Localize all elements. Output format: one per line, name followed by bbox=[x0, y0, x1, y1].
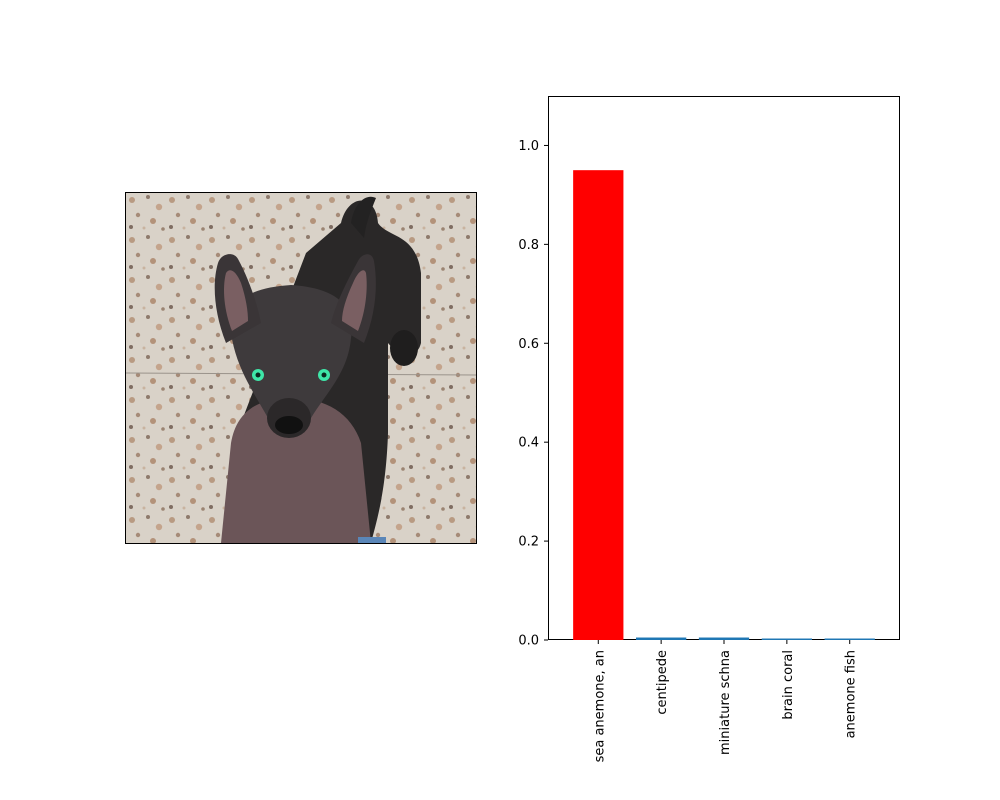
x-tick-label-3: brain coral bbox=[781, 650, 796, 720]
x-axis: sea anemone, an centipede miniature schna b… bbox=[592, 640, 859, 762]
x-tick-label-2: miniature schna bbox=[718, 650, 733, 755]
y-tick-label-5: 1.0 bbox=[518, 139, 539, 154]
dog-photo-icon bbox=[126, 193, 476, 543]
x-tick-label-1: centipede bbox=[655, 650, 670, 715]
bar-1 bbox=[636, 637, 687, 640]
y-tick-label-1: 0.2 bbox=[518, 535, 539, 550]
y-tick-label-0: 0.0 bbox=[518, 634, 539, 649]
y-axis: 0.0 0.2 0.4 0.6 0.8 1.0 bbox=[518, 139, 548, 649]
dog-photo bbox=[125, 192, 477, 544]
x-tick-label-4: anemone fish bbox=[844, 650, 859, 738]
y-tick-label-4: 0.8 bbox=[518, 238, 539, 253]
bar-2 bbox=[698, 637, 750, 640]
y-tick-label-3: 0.6 bbox=[518, 337, 539, 352]
bar-0 bbox=[573, 170, 624, 640]
bars-group bbox=[573, 170, 875, 640]
x-tick-label-0: sea anemone, an bbox=[592, 650, 607, 762]
bar-3 bbox=[761, 638, 812, 640]
y-tick-label-2: 0.4 bbox=[518, 436, 539, 451]
bar-4 bbox=[824, 638, 875, 640]
